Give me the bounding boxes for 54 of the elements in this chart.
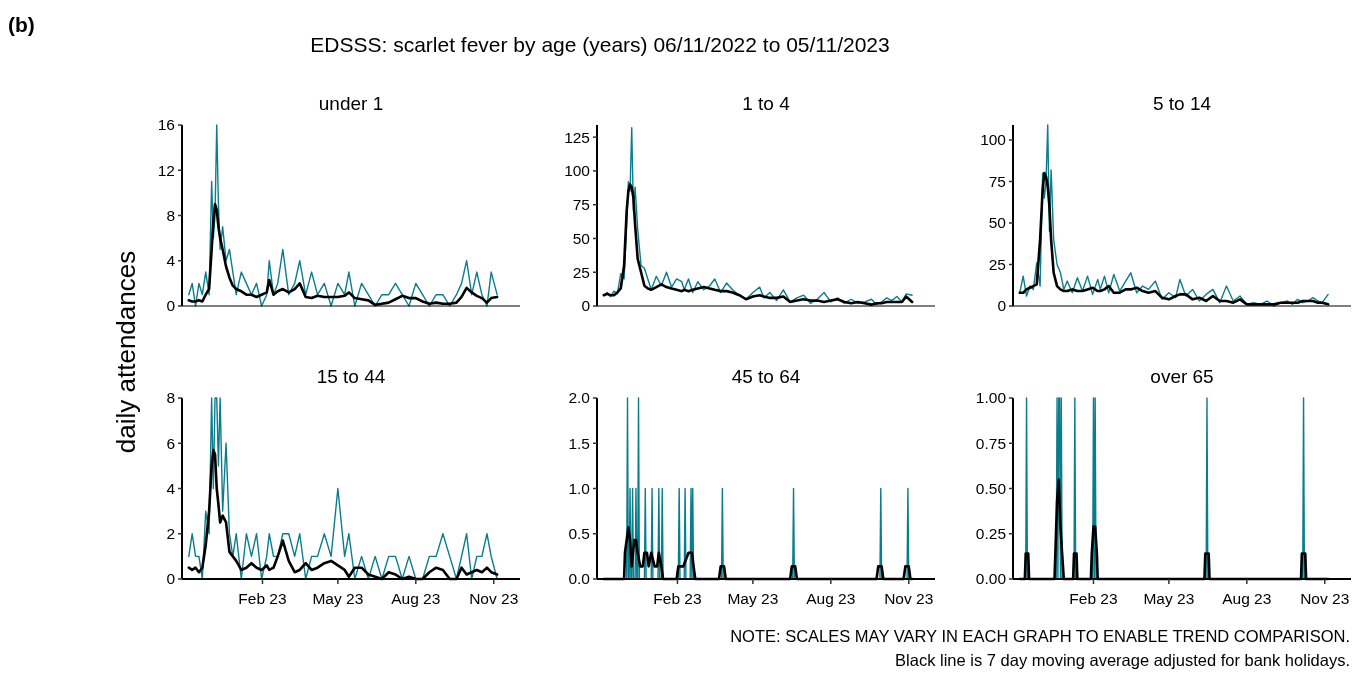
x-tick-label: May 23: [312, 590, 364, 607]
text: NOTE: SCALES MAY VARY IN EACH GRAPH TO ENABLE TREND COMPARISON.: [730, 627, 1350, 645]
y-tick-label: 16: [157, 116, 175, 134]
chart-title: 45 to 64: [731, 366, 801, 387]
y-tick-label: 0.0: [568, 570, 591, 588]
x-tick-label: May 23: [727, 590, 779, 607]
chart-title: under 1: [318, 93, 384, 114]
y-tick-label: 1.0: [568, 479, 591, 497]
y-tick-label: 75: [572, 196, 590, 214]
y-tick-label: 50: [572, 229, 591, 247]
text: EDSSS: scarlet fever by age (years) 06/11/2022 to 05/11/2023: [310, 33, 890, 56]
x-tick-label: Nov 23: [884, 590, 934, 607]
text: daily attendances: [111, 250, 141, 454]
y-tick-label: 25: [988, 255, 1006, 273]
y-tick-label: 0.50: [975, 479, 1007, 497]
y-tick-label: 2: [166, 525, 175, 543]
x-tick-label: Aug 23: [391, 590, 441, 607]
y-tick-label: 0: [166, 297, 176, 315]
y-tick-label: 2.0: [568, 389, 591, 407]
chart-title: over 65: [1150, 366, 1214, 387]
y-tick-label: 6: [166, 434, 175, 452]
y-tick-label: 0: [166, 570, 176, 588]
y-tick-label: 1.5: [568, 434, 590, 452]
x-tick-label: Nov 23: [1300, 590, 1350, 607]
x-tick-label: Feb 23: [238, 590, 287, 607]
x-tick-label: Feb 23: [1069, 590, 1118, 607]
y-tick-label: 12: [157, 161, 175, 179]
y-tick-label: 4: [166, 252, 176, 270]
y-tick-label: 0.00: [975, 570, 1007, 588]
y-tick-label: 0.5: [568, 525, 590, 543]
y-tick-label: 1.00: [975, 389, 1007, 407]
chart-title: 1 to 4: [742, 93, 791, 114]
y-tick-label: 8: [166, 206, 175, 224]
x-tick-label: Aug 23: [1222, 590, 1272, 607]
chart-title: 5 to 14: [1152, 93, 1212, 114]
y-tick-label: 75: [988, 172, 1006, 190]
y-tick-label: 0.25: [975, 525, 1006, 543]
y-tick-label: 100: [980, 131, 1007, 149]
x-tick-label: Feb 23: [653, 590, 702, 607]
text: Black line is 7 day moving average adjusted for bank holidays.: [895, 651, 1350, 669]
y-tick-label: 8: [166, 389, 175, 407]
y-tick-label: 0: [997, 297, 1007, 315]
y-tick-label: 4: [166, 479, 176, 497]
y-tick-label: 100: [564, 162, 591, 180]
x-tick-label: May 23: [1143, 590, 1195, 607]
y-tick-label: 125: [564, 128, 590, 146]
x-tick-label: Aug 23: [806, 590, 856, 607]
chart-title: 15 to 44: [316, 366, 386, 387]
y-tick-label: 0.75: [975, 434, 1006, 452]
y-tick-label: 25: [572, 263, 590, 281]
y-tick-label: 0: [581, 297, 591, 315]
x-tick-label: Nov 23: [469, 590, 519, 607]
text: (b): [8, 13, 35, 36]
y-tick-label: 50: [988, 214, 1007, 232]
